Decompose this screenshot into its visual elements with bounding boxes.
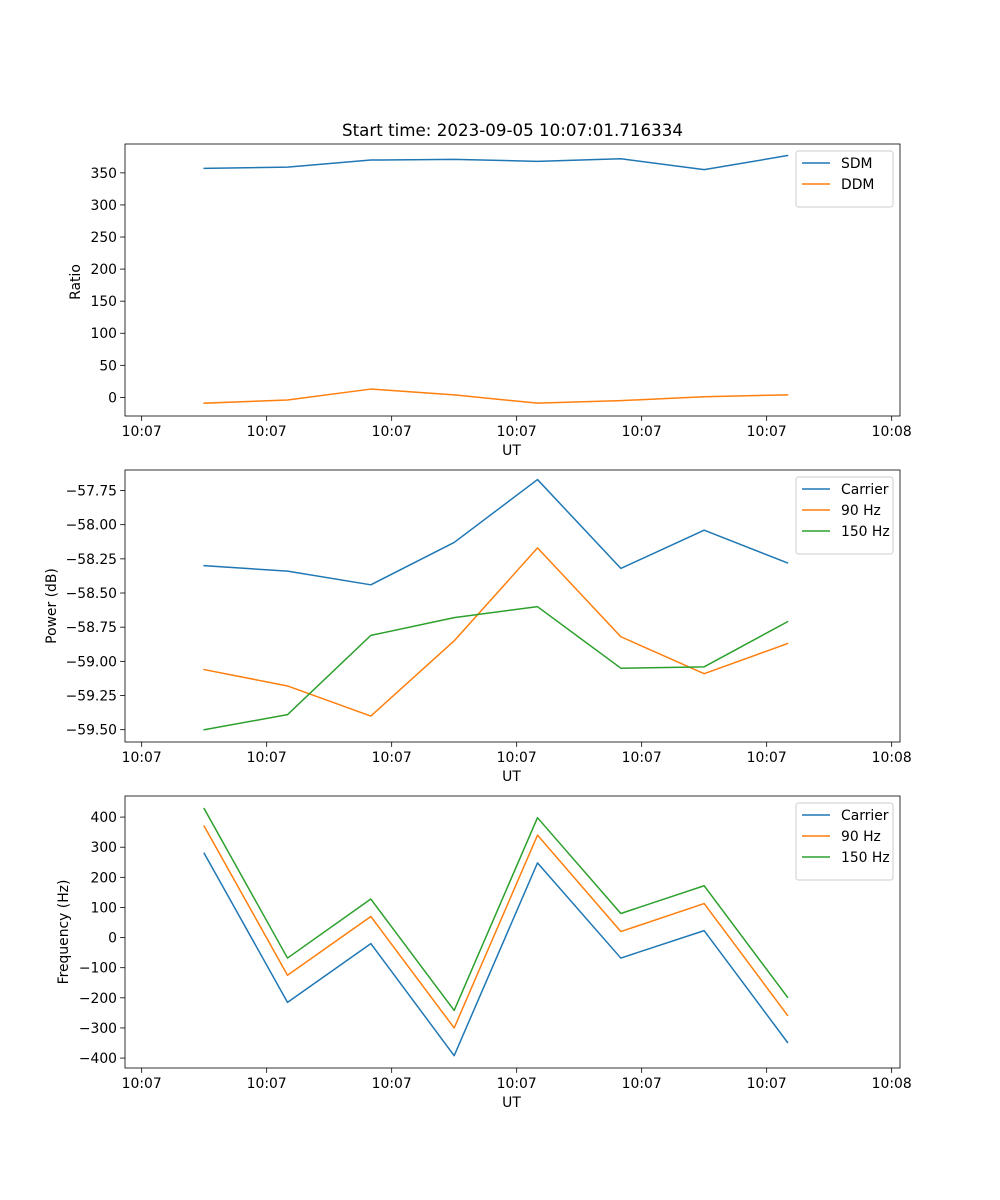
- legend-label: Carrier: [841, 808, 889, 824]
- y-tick-label: −59.00: [66, 654, 117, 670]
- y-tick-label: 350: [90, 166, 117, 182]
- x-tick-label: 10:07: [247, 750, 287, 766]
- legend-label: 90 Hz: [841, 829, 881, 845]
- x-axis-label: UT: [502, 443, 521, 459]
- y-tick-label: −58.00: [66, 518, 117, 534]
- axes-frame: [124, 795, 901, 1069]
- series-line-sdm: [203, 154, 789, 171]
- series-line-carrier: [203, 852, 789, 1057]
- series-line-90-hz: [203, 825, 789, 1029]
- legend-label: SDM: [841, 156, 873, 172]
- x-tick-label: 10:07: [372, 424, 412, 440]
- y-tick-label: 300: [90, 198, 117, 214]
- x-tick-label: 10:07: [122, 1076, 162, 1092]
- y-tick-label: 100: [90, 326, 117, 342]
- y-tick-label: 250: [90, 230, 117, 246]
- y-axis-label: Power (dB): [44, 568, 60, 644]
- x-tick-label: 10:07: [247, 424, 287, 440]
- y-tick-label: 0: [108, 390, 117, 406]
- plot-area: [125, 796, 900, 1068]
- series-line-carrier: [203, 478, 789, 586]
- charts-container: 10:07 10:07 10:07 10:07 10:07 10:07 10:08 0 50 10…: [44, 120, 912, 1111]
- legend-box: [795, 476, 894, 555]
- x-tick-label: 10:07: [497, 750, 537, 766]
- y-tick-label: −59.50: [66, 723, 117, 739]
- y-tick-label: 100: [90, 900, 117, 916]
- axes-frame: [124, 143, 901, 417]
- y-tick-label: −400: [79, 1051, 117, 1067]
- legend-label: Carrier: [841, 482, 889, 498]
- series-line-ddm: [203, 388, 789, 404]
- plot-area: [125, 144, 900, 416]
- x-tick-label: 10:08: [872, 1076, 912, 1092]
- x-axis-label: UT: [502, 769, 521, 785]
- axes-frame: [124, 469, 901, 743]
- x-tick-label: 10:07: [747, 750, 787, 766]
- y-tick-label: −58.25: [66, 552, 117, 568]
- plot-area: [125, 470, 900, 742]
- y-tick-label: 50: [99, 358, 117, 374]
- x-tick-label: 10:08: [872, 424, 912, 440]
- y-axis-label: Frequency (Hz): [56, 880, 72, 985]
- chart-3: 10:07 10:07 10:07 10:07 10:07 10:07 10:08 −400 −…: [56, 795, 912, 1111]
- chart-2: 10:07 10:07 10:07 10:07 10:07 10:07 10:08 −59.5…: [44, 469, 912, 785]
- chart-1: 10:07 10:07 10:07 10:07 10:07 10:07 10:08 0 50 10…: [68, 120, 912, 459]
- legend: Carrier 90 Hz 150 Hz: [795, 476, 894, 555]
- y-axis-label: Ratio: [68, 264, 84, 300]
- chart-title: Start time: 2023-09-05 10:07:01.716334: [342, 120, 683, 140]
- legend-label: 150 Hz: [841, 850, 890, 866]
- y-tick-label: 150: [90, 294, 117, 310]
- legend-label: DDM: [841, 177, 874, 193]
- x-tick-label: 10:07: [622, 1076, 662, 1092]
- x-tick-label: 10:07: [747, 1076, 787, 1092]
- x-tick-label: 10:07: [372, 1076, 412, 1092]
- x-tick-label: 10:07: [747, 424, 787, 440]
- legend-label: 150 Hz: [841, 524, 890, 540]
- y-tick-label: −200: [79, 991, 117, 1007]
- x-tick-label: 10:07: [122, 424, 162, 440]
- series-line-150-hz: [203, 605, 789, 731]
- legend-label: 90 Hz: [841, 503, 881, 519]
- legend: Carrier 90 Hz 150 Hz: [795, 802, 894, 881]
- legend-box: [795, 150, 894, 208]
- legend: SDM DDM: [795, 150, 894, 208]
- legend-box: [795, 802, 894, 881]
- x-tick-label: 10:07: [497, 424, 537, 440]
- x-tick-label: 10:08: [872, 750, 912, 766]
- y-tick-label: −100: [79, 961, 117, 977]
- y-tick-label: 200: [90, 262, 117, 278]
- y-tick-label: −59.25: [66, 689, 117, 705]
- y-tick-label: 0: [108, 931, 117, 947]
- x-tick-label: 10:07: [122, 750, 162, 766]
- y-tick-label: −57.75: [66, 484, 117, 500]
- y-tick-label: 400: [90, 810, 117, 826]
- y-tick-label: 300: [90, 840, 117, 856]
- x-tick-label: 10:07: [497, 1076, 537, 1092]
- x-tick-label: 10:07: [622, 424, 662, 440]
- series-line-150-hz: [203, 807, 789, 1012]
- x-tick-label: 10:07: [247, 1076, 287, 1092]
- x-tick-label: 10:07: [372, 750, 412, 766]
- y-tick-label: −300: [79, 1021, 117, 1037]
- y-tick-label: −58.75: [66, 620, 117, 636]
- x-axis-label: UT: [502, 1095, 521, 1111]
- y-tick-label: 200: [90, 870, 117, 886]
- x-tick-label: 10:07: [622, 750, 662, 766]
- y-tick-label: −58.50: [66, 586, 117, 602]
